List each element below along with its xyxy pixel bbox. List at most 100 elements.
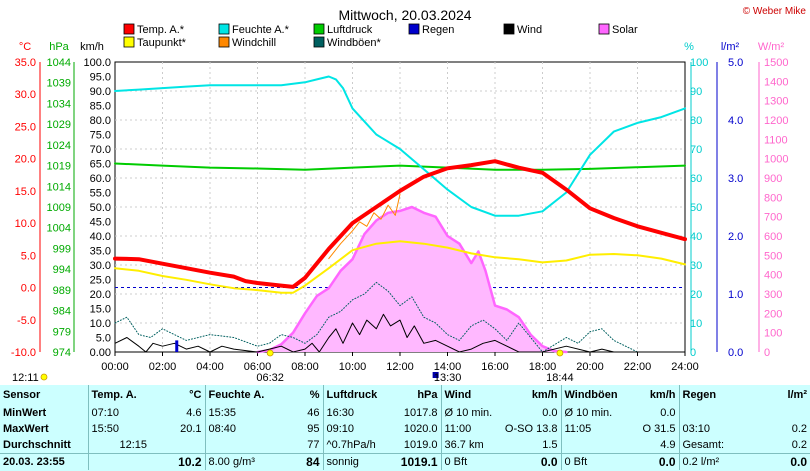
sunset-label: 18:44	[546, 372, 574, 384]
legend-swatch-3	[408, 23, 420, 35]
header-pressure: Luftdruck	[322, 385, 385, 405]
header-pressure-unit: hPa	[417, 389, 438, 401]
header-wind: Wind	[440, 385, 501, 405]
solar-tick-10: 500	[764, 250, 782, 262]
humidity-tick-0: 100	[690, 57, 708, 69]
rain-tick-0: 5.0	[728, 57, 743, 69]
x-tick-6: 12:00	[386, 361, 414, 373]
x-tick-8: 16:00	[481, 361, 509, 373]
min-rain-value	[739, 405, 810, 421]
statistics-table: Sensor Temp. A. °C Feuchte A. % Luftdruc…	[0, 385, 810, 471]
rain-bar-0	[175, 340, 179, 352]
header-gust: Windböen	[560, 385, 621, 405]
humidity-tick-1: 90	[690, 86, 702, 98]
legend-swatch-0	[123, 23, 135, 35]
temp-tick-7: 0.0	[21, 283, 36, 295]
humidity-tick-7: 30	[690, 260, 702, 272]
header-rain-unit: l/m²	[787, 389, 807, 401]
chart-svg: Mittwoch, 20.03.2024 © Weber Mike Temp. A.…	[11, 6, 807, 384]
avg-temp-time: 12:15	[87, 437, 150, 454]
current-temp-value: 10.2	[150, 453, 205, 470]
avg-pressure-value: 1019.0	[403, 439, 438, 451]
current-humidity-value: 84	[267, 453, 323, 470]
wind-tick-19: 5.0	[96, 333, 111, 345]
wind-tick-11: 45.0	[90, 217, 111, 229]
humidity-tick-4: 60	[690, 173, 702, 185]
legend-label-1: Feuchte A.*	[232, 24, 290, 36]
legend-swatch-1	[218, 23, 230, 35]
max-label: MaxWert	[3, 423, 49, 435]
legend-swatch-5	[598, 23, 610, 35]
pressure-tick-13: 979	[53, 326, 71, 338]
solar-noon-icon	[432, 372, 439, 378]
header-wind-unit: km/h	[531, 389, 558, 401]
max-gust-value: O 31.5	[621, 421, 679, 437]
avg-label: Durchschnitt	[3, 439, 71, 451]
wind-tick-18: 10.0	[90, 318, 111, 330]
x-tick-4: 08:00	[291, 361, 319, 373]
temp-axis-label: °C	[19, 41, 31, 53]
rain-tick-4: 1.0	[728, 289, 743, 301]
gust-line	[114, 281, 686, 353]
legend-label-5: Solar	[612, 24, 638, 36]
current-weather-text: sonnig	[322, 453, 385, 470]
current-pressure-value: 1019.1	[385, 453, 441, 470]
wind-tick-2: 90.0	[90, 86, 111, 98]
x-tick-1: 02:00	[149, 361, 177, 373]
avg-wind-distance: 36.7 km	[440, 437, 501, 454]
min-humidity-value: 46	[307, 407, 320, 419]
humidity-tick-10: 0	[690, 347, 696, 359]
solar-axis-label: W/m²	[758, 41, 785, 53]
solar-tick-0: 1500	[764, 57, 788, 69]
max-wind-time: 11:00	[440, 421, 501, 437]
x-tick-0: 00:00	[101, 361, 129, 373]
avg-gust-value: 4.9	[660, 439, 676, 451]
temp-tick-4: 15.0	[15, 186, 36, 198]
legend-swatch-8	[313, 36, 325, 48]
wind-tick-20: 0.00	[90, 347, 111, 359]
wind-tick-0: 100.0	[83, 57, 111, 69]
min-humidity-time: 15:35	[204, 405, 267, 421]
max-pressure-value: 1020.0	[403, 423, 438, 435]
temp-tick-6: 5.0	[21, 250, 36, 262]
pressure-tick-12: 984	[53, 306, 71, 318]
max-temp-time: 15:50	[87, 421, 150, 437]
humidity-tick-2: 80	[690, 115, 702, 127]
legend-label-0: Temp. A.*	[137, 24, 185, 36]
wind-tick-15: 25.0	[90, 275, 111, 287]
pressure-tick-1: 1039	[47, 78, 71, 90]
legend-swatch-7	[218, 36, 230, 48]
legend-label-4: Wind	[517, 24, 542, 36]
max-pressure-time: 09:10	[322, 421, 385, 437]
current-gust-bft: 0 Bft	[560, 453, 621, 470]
max-temp-value: 20.1	[180, 423, 202, 435]
humidity-tick-3: 70	[690, 144, 702, 156]
solar-noon-label: 13:30	[434, 372, 462, 384]
wind-tick-13: 35.0	[90, 246, 111, 258]
avg-pressure-trend: ^0.7hPa/h	[322, 437, 385, 454]
temp-tick-5: 10.0	[15, 218, 36, 230]
max-humidity-time: 08:40	[204, 421, 267, 437]
max-wind-speed: 13.8	[536, 423, 558, 435]
header-rain: Regen	[678, 385, 739, 405]
temperature-line	[113, 159, 687, 289]
pressure-tick-5: 1019	[47, 161, 71, 173]
wind-tick-16: 20.0	[90, 289, 111, 301]
dewpoint-line	[114, 240, 686, 294]
stats-average-row: Durchschnitt 12:15 77 ^0.7hPa/h 1019.0 3…	[0, 437, 810, 454]
legend-label-2: Luftdruck	[327, 24, 373, 36]
x-tick-10: 20:00	[576, 361, 604, 373]
sunset-icon	[556, 349, 564, 357]
max-wind-value: O-SO 13.8	[501, 421, 561, 437]
x-tick-7: 14:00	[434, 361, 462, 373]
rain-tick-3: 2.0	[728, 231, 743, 243]
legend-label-7: Windchill	[232, 37, 276, 49]
legend-label-8: Windböen*	[327, 37, 382, 49]
stats-header-row: Sensor Temp. A. °C Feuchte A. % Luftdruc…	[0, 385, 810, 405]
solar-tick-2: 1300	[764, 96, 788, 108]
avg-rain-value: 0.2	[791, 439, 807, 451]
wind-tick-17: 15.0	[90, 304, 111, 316]
header-sensor: Sensor	[3, 389, 41, 401]
min-pressure-time: 16:30	[322, 405, 385, 421]
avg-temp-value	[150, 437, 205, 454]
